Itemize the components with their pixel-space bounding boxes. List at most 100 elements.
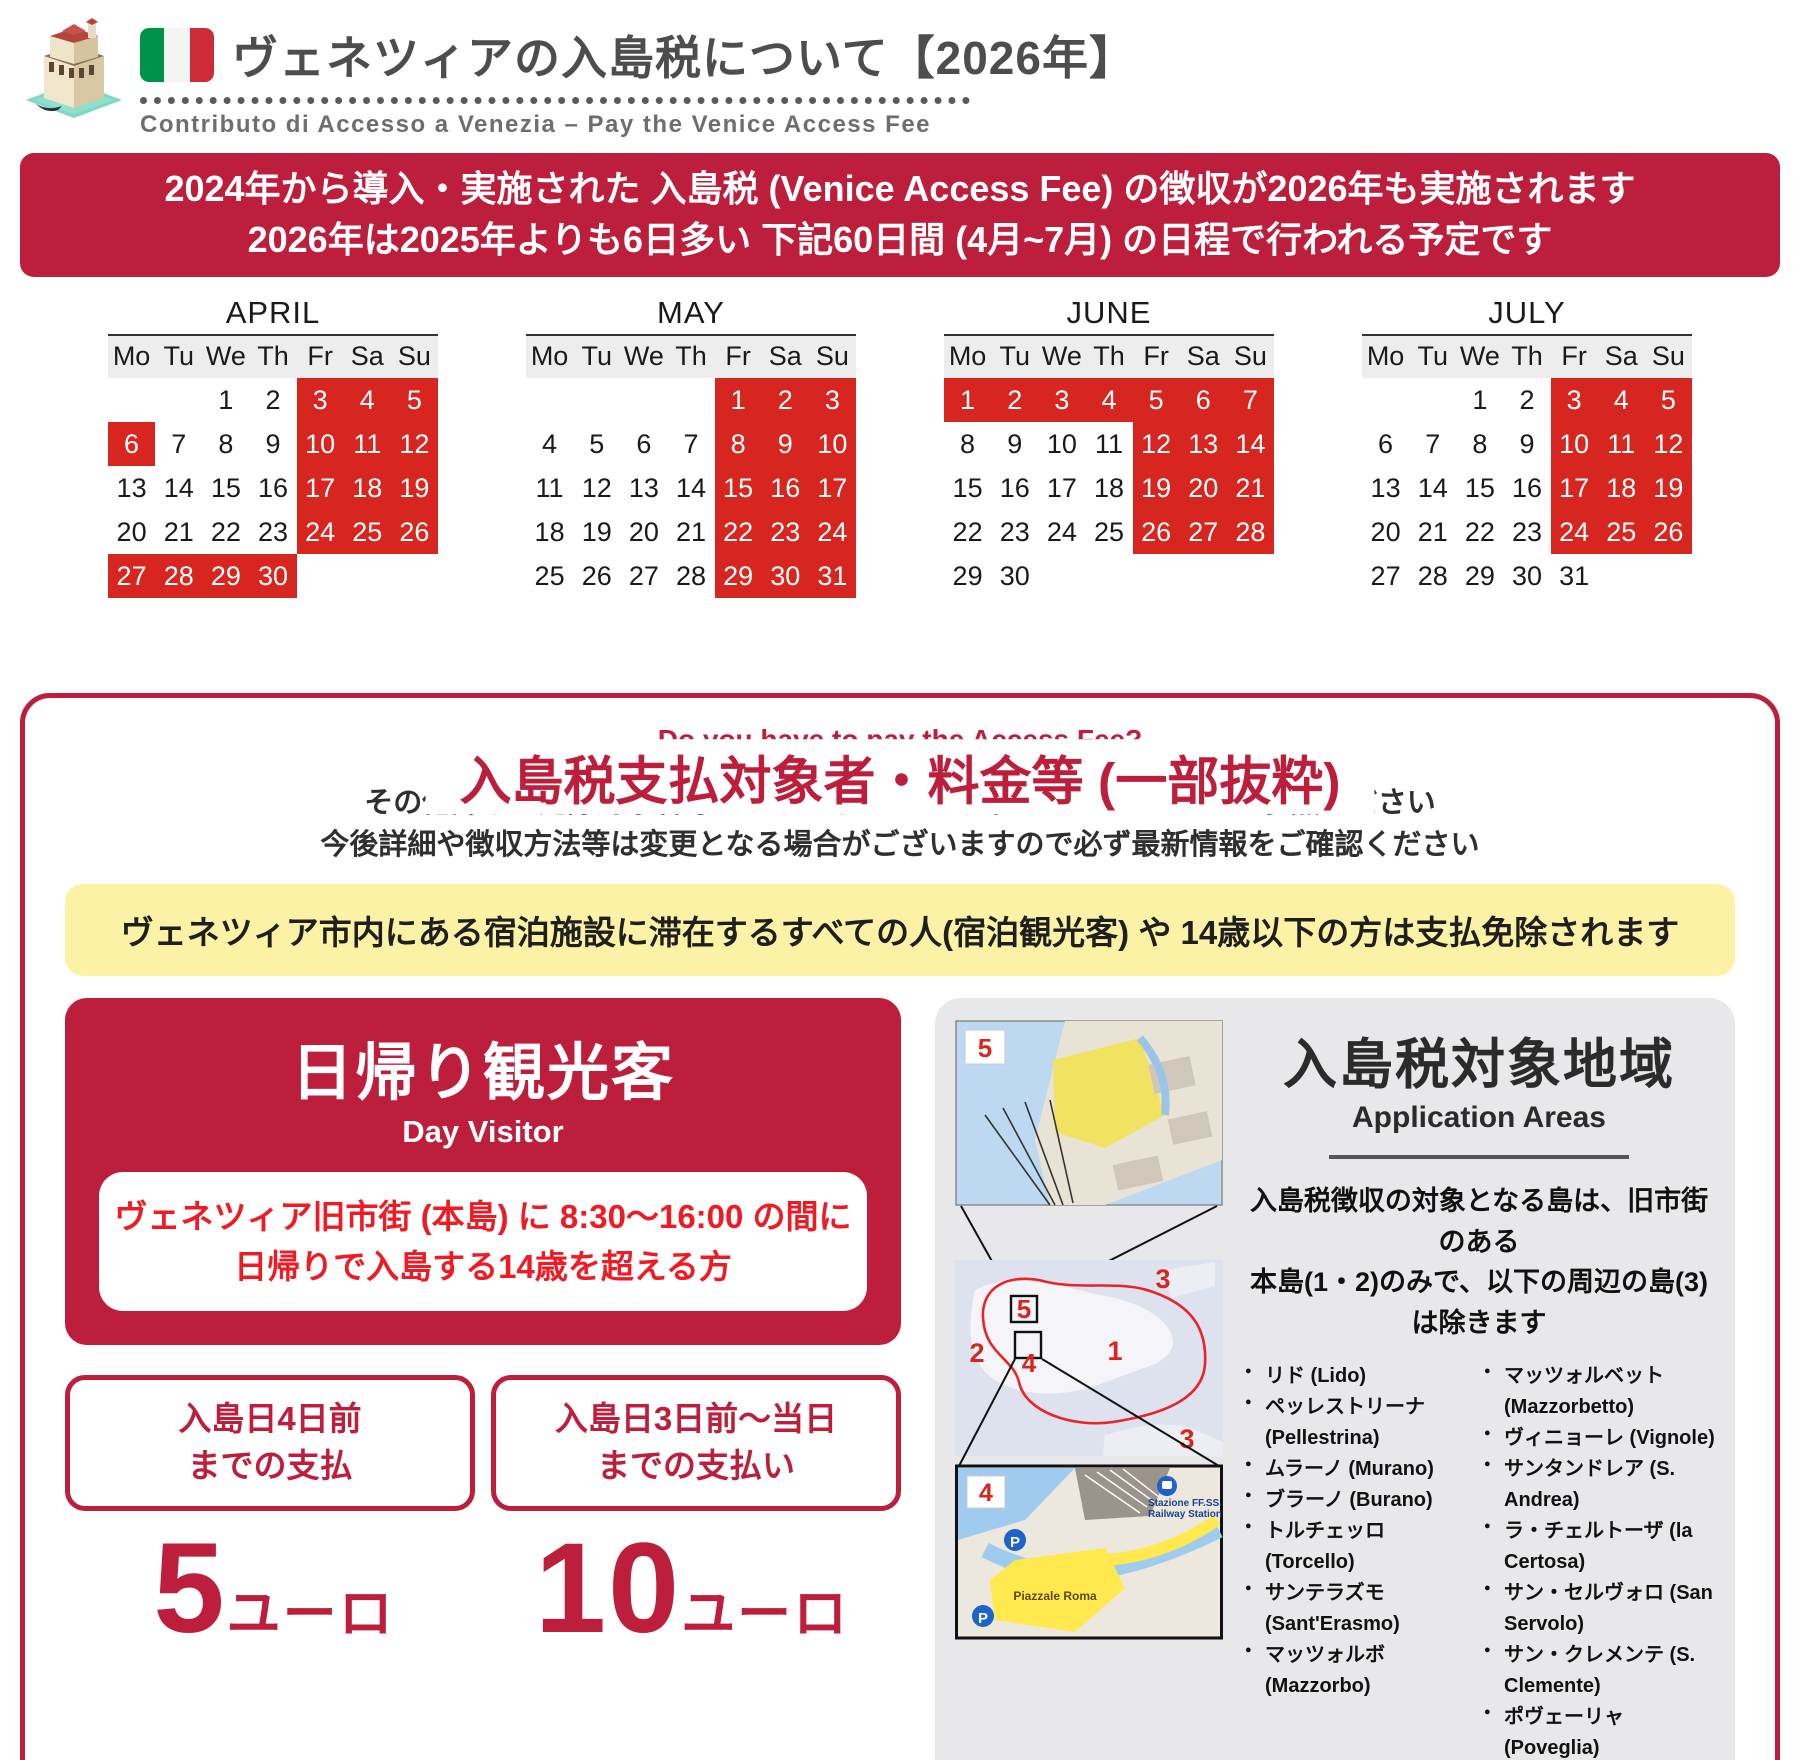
calendar-day: [1133, 554, 1180, 598]
calendar-day-header: Sa: [343, 336, 391, 379]
calendar-day: [1038, 554, 1085, 598]
calendar-day: 2: [265, 384, 281, 415]
description-line-2: 本島(1・2)のみで、以下の周辺の島(3)は除きます: [1250, 1267, 1708, 1338]
calendar-day-header: Tu: [1409, 336, 1457, 379]
calendar-day: [667, 378, 714, 422]
calendar-day: 22: [714, 510, 762, 555]
calendar-day: 20: [1370, 516, 1401, 547]
island-item: サンタンドレア (S. Andrea): [1482, 1454, 1715, 1516]
calendar-day: 10: [296, 422, 344, 467]
calendar-day: 26: [390, 510, 438, 555]
island-item: サン・クレメンテ (S. Clemente): [1482, 1640, 1715, 1702]
calendar-day: 18: [343, 466, 391, 511]
calendar-grid: Mo Tu We Th Fr Sa Su 1 2 3 4 5 6 7 8 9 10 11 12 13 14 15 16 17 1…: [944, 336, 1274, 598]
description-line-1: 入島税徴収の対象となる島は、旧市街のある: [1249, 1186, 1709, 1257]
calendar-day: 7: [683, 428, 699, 459]
calendar-day-header: Mo: [944, 336, 992, 379]
day-visitor-subtitle: Day Visitor: [402, 1114, 564, 1150]
calendar-day: 12: [1132, 422, 1180, 467]
calendar-day: [155, 378, 202, 422]
calendar-day-header: Su: [808, 336, 856, 379]
calendars: APRIL Mo Tu We Th Fr Sa Su 1 2 3 4 5 6 7 8 9 10 11 12 13 14 15…: [0, 277, 1800, 599]
calendar-day-header: Th: [249, 336, 297, 379]
calendar-day: 17: [1550, 466, 1598, 511]
calendar-day: 27: [628, 560, 659, 591]
island-item: マッツォルボ (Mazzorbo): [1243, 1640, 1476, 1702]
calendar-day: 14: [163, 472, 194, 503]
calendar-day: 14: [1226, 422, 1274, 467]
calendar-day: 9: [1007, 428, 1023, 459]
calendar-day: 3: [1550, 378, 1598, 423]
calendar-day: 10: [1046, 428, 1077, 459]
calendar-day: 15: [714, 466, 762, 511]
calendar-day: 3: [1038, 378, 1086, 423]
page-subtitle: Contributo di Accesso a Venezia – Pay th…: [140, 111, 932, 138]
calendar-day: 22: [952, 516, 983, 547]
application-areas-description: 入島税徴収の対象となる島は、旧市街のある 本島(1・2)のみで、以下の周辺の島(…: [1243, 1181, 1715, 1343]
calendar-day: 29: [202, 554, 250, 599]
calendar-day: 6: [1179, 378, 1227, 423]
calendar-day: 24: [1550, 510, 1598, 555]
calendar-month-title: APRIL: [108, 295, 438, 337]
price-late-number: 10: [534, 1517, 682, 1661]
calendar-day: [620, 378, 667, 422]
calendar-day: 23: [999, 516, 1030, 547]
maps-column: 5 5: [955, 1020, 1223, 1760]
calendar-day: 14: [1417, 472, 1448, 503]
calendar-day: 6: [636, 428, 652, 459]
intro-banner: 2024年から導入・実施された 入島税 (Venice Access Fee) …: [20, 153, 1780, 278]
calendar-day: [573, 378, 620, 422]
calendar-day: [526, 378, 573, 422]
calendar-day: 13: [1370, 472, 1401, 503]
calendar-day: 26: [581, 560, 612, 591]
calendar-day: 5: [589, 428, 605, 459]
calendar-day: 9: [761, 422, 809, 467]
calendar-day: 7: [1226, 378, 1274, 423]
calendar-day-header: Mo: [1362, 336, 1410, 379]
fee-section: 入島税支払対象者・料金等 (一部抜粋) Do you have to pay t…: [20, 693, 1780, 1760]
calendar-day-header: Mo: [108, 336, 156, 379]
calendar-day: 18: [1597, 466, 1645, 511]
island-item: リド (Lido): [1243, 1361, 1476, 1392]
calendar-day: 30: [249, 554, 297, 599]
calendar-day: 28: [155, 554, 203, 599]
exemption-highlight: ヴェネツィア市内にある宿泊施設に滞在するすべての人(宿泊観光客) や 14歳以下…: [65, 884, 1735, 977]
calendar-day: [1180, 554, 1227, 598]
condition-line-1: ヴェネツィア旧市街 (本島) に 8:30～16:00 の間に: [114, 1198, 852, 1236]
calendar-day: 23: [761, 510, 809, 555]
day-visitor-condition: ヴェネツィア旧市街 (本島) に 8:30～16:00 の間に 日帰りで入島する…: [99, 1172, 867, 1312]
calendar-day: 4: [1597, 378, 1645, 423]
calendar-day: 15: [210, 472, 241, 503]
calendar-month-title: MAY: [526, 295, 856, 337]
calendar-day-header: Su: [390, 336, 438, 379]
calendar-day: 29: [1464, 560, 1495, 591]
calendar-day: 29: [714, 554, 762, 599]
calendar-day: 5: [390, 378, 438, 423]
calendar-day: 21: [675, 516, 707, 547]
note-line-2: 今後詳細や徴収方法等は変更となる場合がございますので必ず最新情報をご確認ください: [320, 829, 1480, 862]
island-item: ラ・チェルトーザ (la Certosa): [1482, 1516, 1715, 1578]
application-areas-title: 入島税対象地域: [1283, 1035, 1675, 1096]
calendar-day: 17: [808, 466, 856, 511]
island-item: ブラーノ (Burano): [1243, 1485, 1476, 1516]
calendar-day: [1409, 378, 1456, 422]
station-label-1: Stazione FF.SS.: [1148, 1498, 1222, 1509]
banner-line-1: 2024年から導入・実施された 入島税 (Venice Access Fee) …: [164, 168, 1636, 209]
calendar-day: [1598, 554, 1645, 598]
calendar-day: 21: [1226, 466, 1274, 511]
calendar-day: [108, 378, 155, 422]
calendar-day-header: We: [1038, 336, 1086, 379]
payment-option-late-line1: 入島日3日前〜当日: [554, 1400, 838, 1438]
island-item: ペッレストリーナ (Pellestrina): [1243, 1392, 1476, 1454]
dotted-divider: [140, 97, 970, 104]
calendar-day: 16: [1511, 472, 1543, 503]
island-item: トルチェッロ (Torcello): [1243, 1516, 1476, 1578]
day-visitor-column: 日帰り観光客 Day Visitor ヴェネツィア旧市街 (本島) に 8:30…: [65, 998, 901, 1662]
calendar-day: 2: [1519, 384, 1535, 415]
calendar-day-header: Th: [1503, 336, 1551, 379]
header: ヴェネツィアの入島税について【2026年】 Contributo di Acce…: [0, 0, 1800, 139]
calendar-day: 12: [581, 472, 612, 503]
calendar-grid: Mo Tu We Th Fr Sa Su 1 2 3 4 5 6 7 8 9 10 11 12 13 14 15 16 17 1…: [1362, 336, 1692, 598]
calendar-day: 16: [761, 466, 809, 511]
calendar-day: 11: [1094, 428, 1123, 459]
